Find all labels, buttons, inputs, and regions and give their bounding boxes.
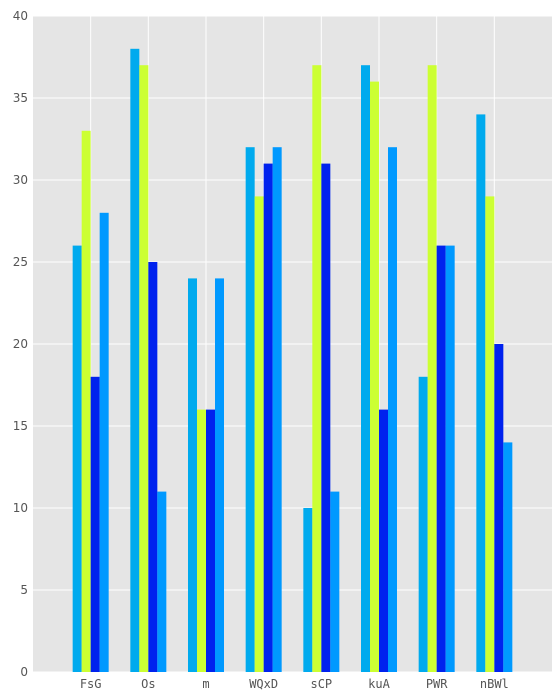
- bar: [99, 212, 109, 673]
- x-tick-label: kuA: [368, 677, 390, 691]
- bar: [81, 130, 91, 673]
- bar: [215, 278, 224, 672]
- x-tick-label: Os: [141, 677, 155, 691]
- bar: [388, 147, 397, 672]
- x-tick-label: PWR: [426, 677, 448, 691]
- bar: [379, 409, 388, 672]
- bar: [494, 344, 504, 672]
- x-axis-ticks: FsG Os m WQxD sCP kuA PWR nBWl: [80, 677, 509, 691]
- bar: [197, 409, 206, 672]
- y-axis-ticks: 0 5 10 15 20 25 30 35 40: [13, 9, 28, 679]
- bar: [254, 196, 264, 672]
- bar: [206, 409, 215, 672]
- y-tick-label: 25: [13, 255, 28, 269]
- bar: [157, 491, 167, 672]
- y-tick-label: 0: [20, 665, 28, 679]
- bar: [188, 278, 197, 672]
- bar: [245, 147, 255, 672]
- y-tick-label: 20: [13, 337, 28, 351]
- bars: [72, 48, 513, 673]
- y-tick-label: 30: [13, 173, 28, 187]
- bar: [303, 508, 313, 672]
- bar: [139, 65, 149, 672]
- bar: [485, 196, 495, 672]
- y-tick-label: 35: [13, 91, 28, 105]
- bar: [148, 262, 158, 672]
- x-tick-label: FsG: [80, 677, 102, 691]
- bar: [445, 245, 455, 672]
- bar: [370, 81, 379, 673]
- y-tick-label: 40: [13, 9, 28, 23]
- bar: [72, 245, 82, 672]
- bar: [312, 65, 322, 672]
- bar: [263, 163, 273, 672]
- bar: [418, 376, 428, 672]
- bar: [436, 245, 446, 672]
- y-tick-label: 15: [13, 419, 28, 433]
- x-tick-label: WQxD: [249, 677, 278, 691]
- y-tick-label: 5: [20, 583, 28, 597]
- bar: [330, 491, 340, 672]
- y-tick-label: 10: [13, 501, 28, 515]
- bar: [321, 163, 331, 672]
- x-tick-label: nBWl: [480, 677, 509, 691]
- bar: [130, 48, 140, 673]
- bar: [272, 147, 282, 672]
- bar: [503, 442, 513, 672]
- bar: [361, 65, 370, 672]
- x-tick-label: sCP: [310, 677, 332, 691]
- x-tick-label: m: [202, 677, 209, 691]
- bar: [90, 376, 100, 672]
- bar: [476, 114, 486, 672]
- bar: [427, 65, 437, 672]
